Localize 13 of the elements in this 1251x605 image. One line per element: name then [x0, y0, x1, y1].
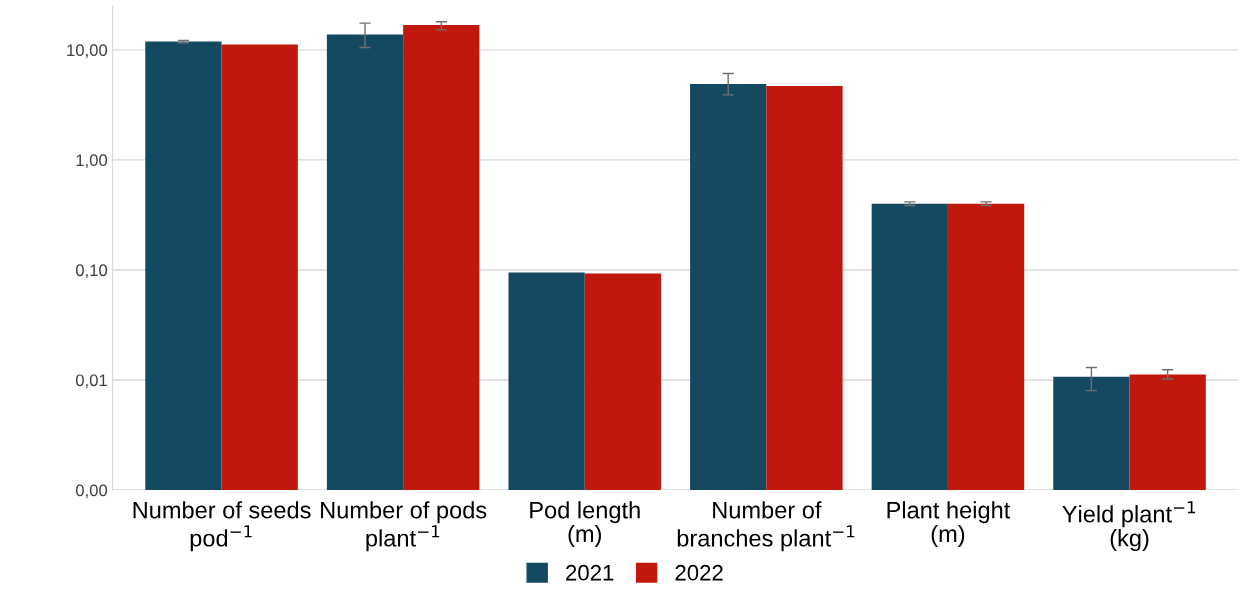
x-tick-label: Number of seeds pod$^{−1}$: [133, 501, 311, 552]
category-label: Yield plant$^{−1}$ (kg): [1062, 501, 1196, 552]
y-tick-label: 0,10: [75, 264, 108, 279]
y-tick-label: 1,00: [76, 154, 108, 169]
x-tick-label: Number of branches plant$^{−1}$: [677, 501, 855, 552]
y-tick-label: 0,01: [75, 374, 107, 389]
x-tick-label: Pod length (m): [530, 501, 640, 547]
x-tick-label: Number of pods plant$^{−1}$: [321, 501, 487, 552]
y-tick-label: 10,00: [67, 44, 108, 59]
y-tick-label: 0,00: [75, 484, 108, 499]
x-tick-label: Plant height (m): [887, 501, 1011, 547]
legend-label: 2022: [675, 564, 723, 581]
legend-label: 2021: [566, 564, 614, 581]
